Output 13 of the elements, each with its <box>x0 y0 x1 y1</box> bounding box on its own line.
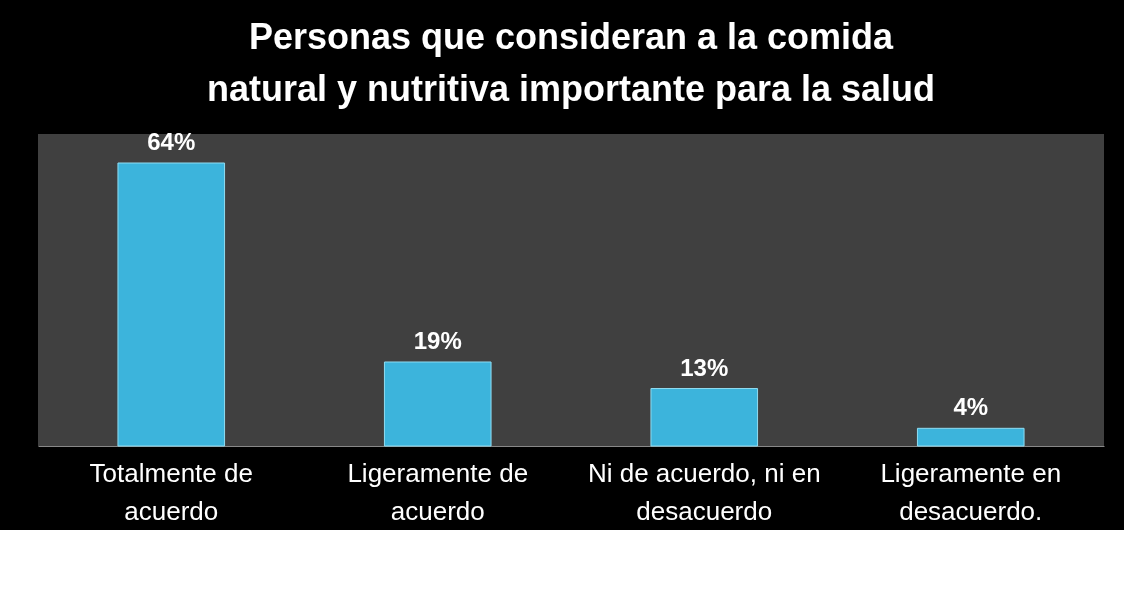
data-label: 64% <box>147 128 196 155</box>
bar <box>650 388 759 447</box>
x-tick-label: Ligeramente en desacuerdo. <box>880 457 1062 526</box>
chart-title: Personas que consideran a la comida natural y nutritiva importante para la salud <box>206 16 936 109</box>
bar <box>916 427 1025 447</box>
data-label: 19% <box>413 326 462 354</box>
data-label: 13% <box>680 353 729 381</box>
data-label: 4% <box>953 393 989 421</box>
x-tick-label: Ligeramente de acuerdo <box>347 457 529 526</box>
x-tick-label: Ni de acuerdo, ni en desacuerdo <box>587 457 821 526</box>
x-tick-label: Totalmente de acuerdo <box>89 457 253 526</box>
bar <box>117 162 226 447</box>
bar <box>383 361 492 447</box>
